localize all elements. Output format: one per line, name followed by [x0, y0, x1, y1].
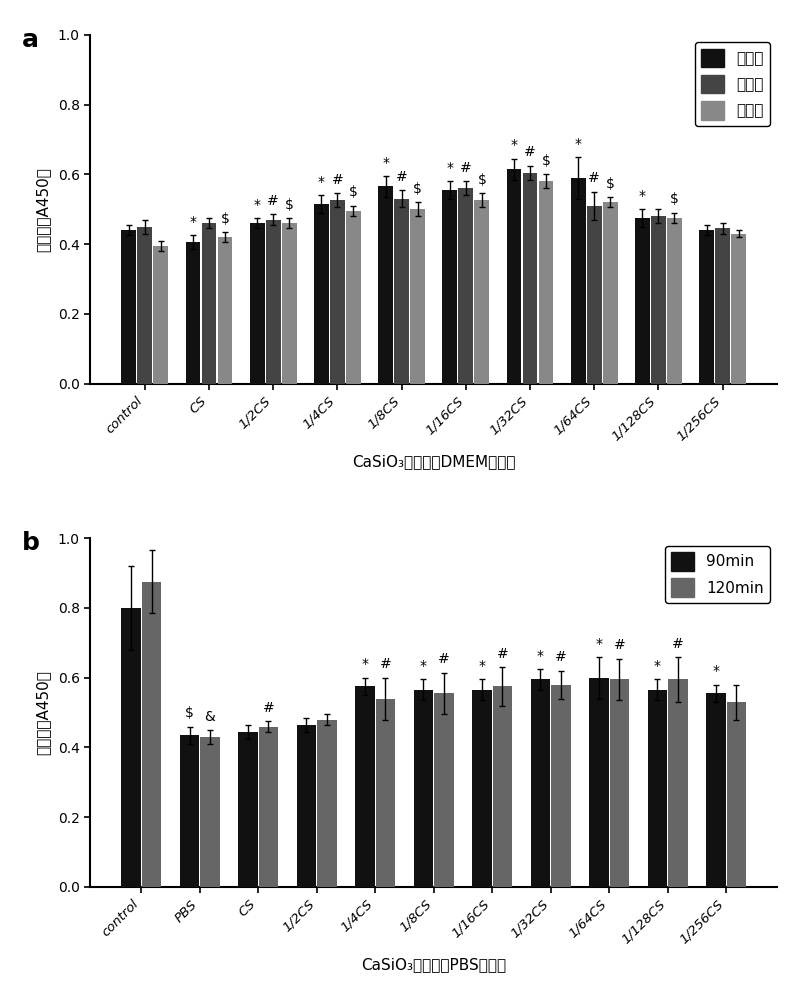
- Text: *: *: [510, 138, 518, 152]
- Bar: [648, 690, 667, 887]
- Bar: [376, 699, 395, 887]
- Y-axis label: 吸光度（A450）: 吸光度（A450）: [35, 670, 51, 755]
- Text: $: $: [285, 198, 294, 212]
- Y-axis label: 吸光度（A450）: 吸光度（A450）: [35, 167, 51, 252]
- Bar: [394, 199, 409, 384]
- Bar: [458, 188, 473, 384]
- Text: $: $: [477, 173, 486, 187]
- Bar: [217, 237, 233, 384]
- Text: #: #: [672, 637, 683, 651]
- Bar: [699, 230, 714, 384]
- Text: $: $: [542, 154, 551, 168]
- Bar: [603, 202, 617, 384]
- Bar: [186, 242, 200, 384]
- Text: *: *: [654, 659, 661, 673]
- Bar: [282, 223, 296, 384]
- Bar: [355, 686, 374, 887]
- Text: *: *: [189, 215, 196, 229]
- Text: $: $: [221, 212, 229, 226]
- Text: $: $: [349, 185, 358, 199]
- Bar: [651, 216, 666, 384]
- Text: *: *: [446, 161, 453, 175]
- Bar: [330, 200, 345, 384]
- Bar: [667, 218, 682, 384]
- Text: #: #: [267, 194, 279, 208]
- Bar: [571, 178, 585, 384]
- Bar: [506, 169, 522, 384]
- Text: *: *: [537, 649, 544, 663]
- Text: #: #: [588, 171, 600, 185]
- Legend: 第一天, 第三天, 第五天: 第一天, 第三天, 第五天: [695, 42, 770, 126]
- Bar: [317, 720, 336, 887]
- Bar: [414, 690, 433, 887]
- Bar: [539, 181, 553, 384]
- Bar: [180, 735, 199, 887]
- Bar: [589, 678, 609, 887]
- Text: *: *: [575, 137, 582, 151]
- Bar: [297, 725, 316, 887]
- Text: *: *: [318, 175, 325, 189]
- Bar: [200, 737, 220, 887]
- Text: $: $: [413, 182, 422, 196]
- Text: #: #: [460, 161, 472, 175]
- Text: a: a: [22, 28, 39, 52]
- Bar: [434, 693, 453, 887]
- Bar: [238, 732, 258, 887]
- Bar: [122, 608, 141, 887]
- Bar: [250, 223, 265, 384]
- Bar: [266, 220, 281, 384]
- Text: #: #: [380, 657, 391, 671]
- Text: *: *: [712, 664, 720, 678]
- X-axis label: CaSiO₃浸提液（PBS）浓度: CaSiO₃浸提液（PBS）浓度: [361, 957, 506, 972]
- Bar: [259, 727, 279, 887]
- Text: #: #: [613, 638, 625, 652]
- X-axis label: CaSiO₃浸提液（DMEM）浓度: CaSiO₃浸提液（DMEM）浓度: [352, 454, 515, 469]
- Bar: [731, 234, 746, 384]
- Bar: [138, 227, 152, 384]
- Bar: [706, 693, 725, 887]
- Text: *: *: [382, 156, 389, 170]
- Bar: [411, 209, 425, 384]
- Text: &: &: [204, 710, 216, 724]
- Text: #: #: [332, 173, 343, 187]
- Bar: [201, 223, 217, 384]
- Bar: [551, 685, 571, 887]
- Text: *: *: [596, 637, 602, 651]
- Text: *: *: [420, 659, 427, 673]
- Text: #: #: [497, 647, 508, 661]
- Text: $: $: [185, 706, 194, 720]
- Bar: [635, 218, 650, 384]
- Bar: [715, 228, 730, 384]
- Bar: [142, 582, 161, 887]
- Bar: [473, 690, 492, 887]
- Text: #: #: [438, 652, 450, 666]
- Text: #: #: [555, 650, 567, 664]
- Legend: 90min, 120min: 90min, 120min: [665, 546, 770, 603]
- Bar: [122, 230, 136, 384]
- Text: #: #: [524, 145, 536, 159]
- Text: #: #: [262, 701, 275, 715]
- Bar: [443, 190, 457, 384]
- Bar: [727, 702, 746, 887]
- Bar: [474, 200, 489, 384]
- Text: $: $: [670, 192, 679, 206]
- Bar: [346, 211, 361, 384]
- Text: *: *: [639, 189, 646, 203]
- Text: $: $: [606, 177, 615, 191]
- Text: *: *: [478, 659, 485, 673]
- Bar: [522, 173, 538, 384]
- Bar: [609, 679, 629, 887]
- Bar: [378, 186, 393, 384]
- Bar: [587, 206, 601, 384]
- Bar: [314, 204, 328, 384]
- Bar: [668, 679, 687, 887]
- Bar: [493, 686, 512, 887]
- Text: *: *: [361, 657, 369, 671]
- Text: #: #: [396, 170, 407, 184]
- Bar: [530, 679, 550, 887]
- Text: *: *: [254, 198, 261, 212]
- Bar: [154, 246, 168, 384]
- Text: b: b: [22, 531, 39, 555]
